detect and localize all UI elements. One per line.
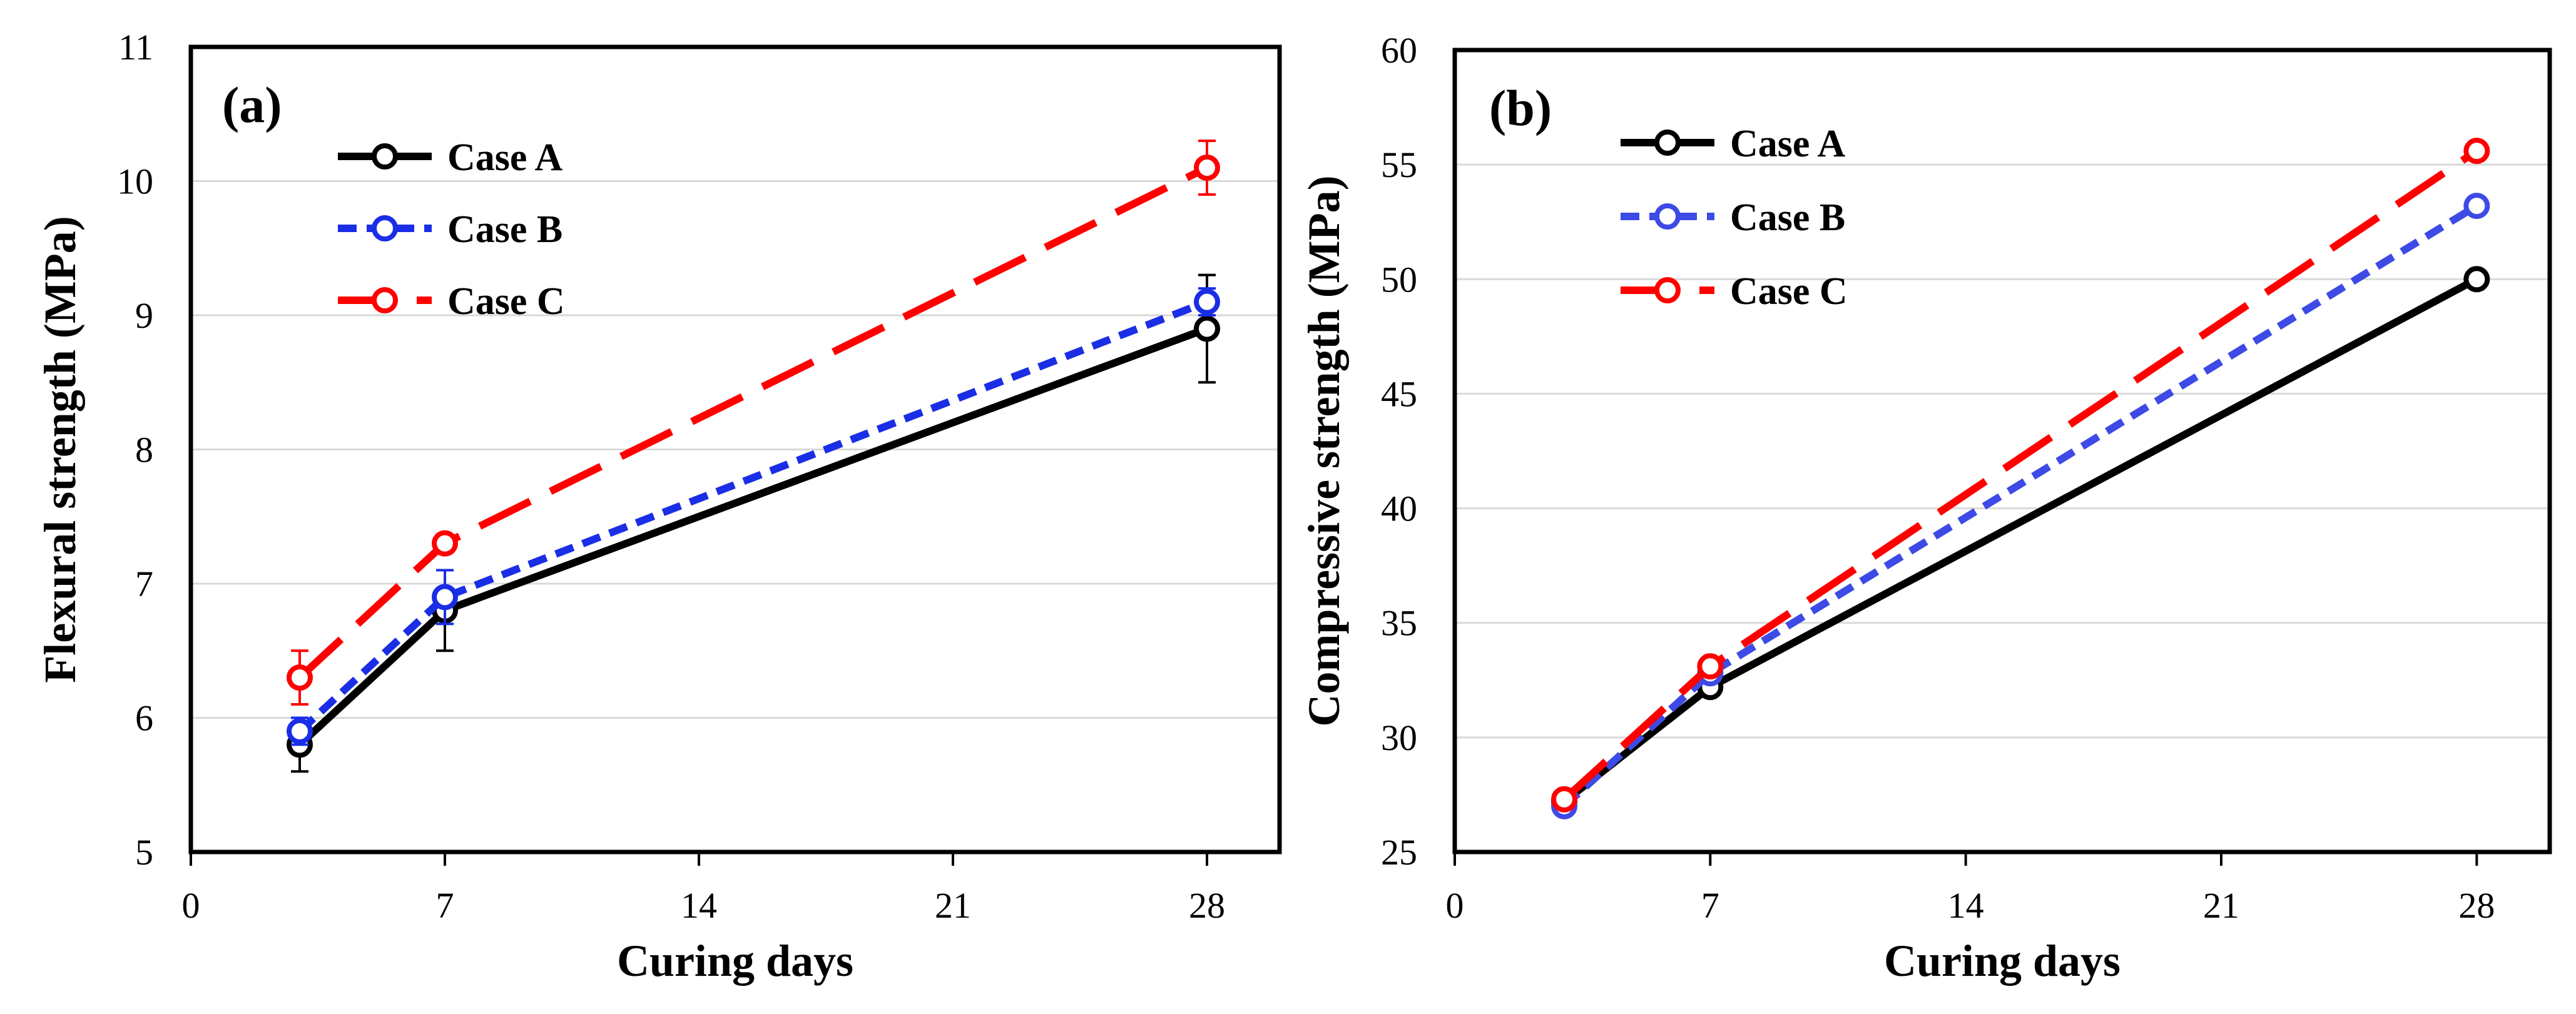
y-tick-label: 30 (1381, 717, 1417, 758)
panel-label: (b) (1489, 79, 1552, 136)
x-tick-label: 21 (935, 885, 971, 926)
y-tick-label: 11 (118, 27, 153, 68)
y-tick-label: 50 (1381, 259, 1417, 300)
series-line (1561, 148, 2479, 803)
data-point (1194, 155, 1220, 181)
data-point (1551, 786, 1577, 813)
legend-marker (1654, 203, 1681, 230)
data-point (287, 664, 313, 691)
y-tick-label: 9 (135, 295, 153, 336)
series-case-b (287, 287, 1220, 746)
y-tick-label: 8 (135, 430, 153, 470)
y-axis-title: Compressive strength (MPa) (1299, 175, 1349, 726)
data-point (287, 717, 313, 744)
y-tick-label: 35 (1381, 603, 1417, 644)
x-tick-label: 28 (1189, 885, 1225, 926)
legend-marker (1654, 277, 1681, 303)
x-tick-label: 0 (1446, 885, 1464, 926)
series-case-c (1551, 138, 2490, 813)
y-tick-label: 40 (1381, 489, 1417, 529)
series-case-a (1551, 266, 2490, 815)
y-tick-label: 6 (135, 698, 153, 739)
x-tick-label: 7 (1701, 885, 1719, 926)
legend-label: Case A (447, 136, 563, 179)
series-line (1562, 275, 2479, 805)
legend-label: Case B (1730, 196, 1845, 239)
x-tick-label: 14 (1948, 885, 1984, 926)
x-tick-label: 0 (182, 885, 200, 926)
series-case-c (287, 139, 1220, 706)
data-point (1194, 288, 1220, 315)
legend-marker (1654, 129, 1681, 156)
data-point (2463, 266, 2490, 293)
y-tick-label: 25 (1381, 832, 1417, 873)
x-tick-label: 21 (2203, 885, 2239, 926)
legend: Case A Case B Case C (1621, 123, 1848, 313)
legend-marker (372, 287, 398, 313)
data-point (1194, 315, 1220, 342)
legend-label: Case B (447, 208, 563, 251)
legend-marker (372, 215, 398, 241)
y-tick-label: 5 (135, 832, 153, 873)
y-tick-label: 10 (117, 161, 153, 202)
y-tick-label: 7 (135, 564, 153, 604)
legend-label: Case C (447, 280, 565, 323)
chart-compressive-strength: 25 30 35 40 45 50 55 60 0 7 14 21 28 Curing days Compr… (1299, 30, 2552, 986)
x-tick-label: 14 (681, 885, 717, 926)
data-point (2463, 138, 2490, 165)
y-axis-title: Flexural strength (MPa) (35, 216, 85, 683)
series-line (297, 298, 1209, 734)
series-line (1561, 202, 2479, 809)
x-tick-label: 7 (436, 885, 454, 926)
legend-label: Case A (1730, 123, 1846, 165)
y-tick-label: 55 (1381, 144, 1417, 185)
x-axis-title: Curing days (617, 936, 853, 986)
legend-label: Case C (1730, 270, 1848, 313)
x-tick-label: 28 (2458, 885, 2495, 926)
data-point (1697, 653, 1724, 680)
data-point (2463, 193, 2490, 220)
data-point (432, 530, 458, 557)
data-point (432, 584, 458, 611)
legend: Case A Case B Case C (338, 136, 565, 323)
panel-label: (a) (222, 76, 282, 133)
plot-frame (1452, 48, 2552, 854)
y-tick-label: 60 (1381, 30, 1417, 71)
legend-marker (372, 143, 398, 170)
y-tick-label: 45 (1381, 373, 1417, 414)
plot-frame (188, 44, 1282, 854)
x-axis-title: Curing days (1884, 936, 2120, 986)
chart-flexural-strength: 5 6 7 8 9 10 11 0 7 14 21 28 Curing days Flexural str… (35, 27, 1282, 986)
series-case-b (1551, 193, 2490, 819)
